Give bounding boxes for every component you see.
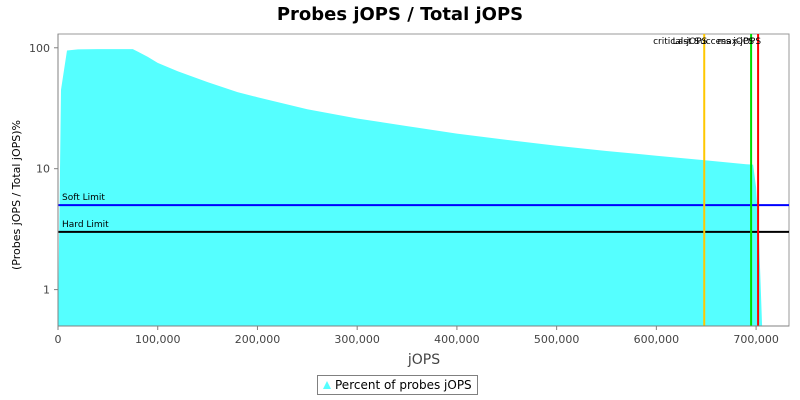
limit-label: Hard Limit: [62, 220, 109, 230]
x-tick-label: 700,000: [733, 333, 779, 346]
x-tick-label: 0: [55, 333, 62, 346]
marker-label: Last Success jOPS: [673, 37, 755, 47]
legend: Percent of probes jOPS: [317, 375, 478, 395]
x-tick-label: 400,000: [434, 333, 480, 346]
x-tick-label: 500,000: [534, 333, 580, 346]
x-tick-label: 100,000: [135, 333, 181, 346]
legend-item-label: Percent of probes jOPS: [335, 378, 472, 392]
x-axis-label: jOPS: [407, 352, 440, 368]
x-tick-label: 200,000: [235, 333, 281, 346]
marker-label: critical-jOPS: [653, 37, 707, 47]
x-tick-label: 300,000: [334, 333, 380, 346]
limit-label: Soft Limit: [62, 193, 105, 203]
chart-title: Probes jOPS / Total jOPS: [277, 4, 523, 25]
y-tick-label: 1: [43, 284, 50, 297]
y-tick-label: 100: [29, 42, 50, 55]
series-area: [58, 49, 763, 326]
x-tick-label: 600,000: [634, 333, 680, 346]
legend-swatch: [323, 381, 331, 389]
marker-label: max-jOPS: [717, 37, 761, 47]
y-tick-label: 10: [36, 163, 50, 176]
y-axis-label: (Probes jOPS / Total jOPS)%: [10, 120, 23, 270]
